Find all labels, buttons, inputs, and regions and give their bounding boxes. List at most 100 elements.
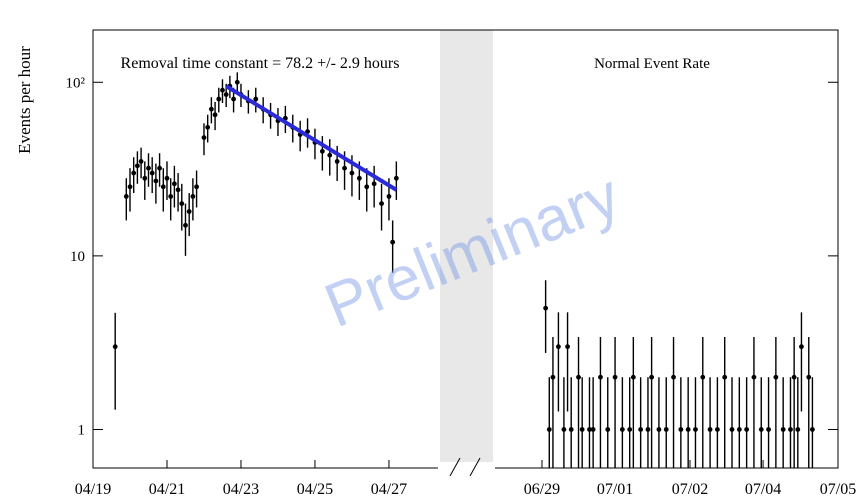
point: [678, 427, 684, 432]
point: [744, 427, 750, 432]
point: [208, 106, 214, 112]
point: [556, 344, 561, 350]
point: [342, 165, 347, 171]
point: [791, 374, 797, 380]
point: [546, 427, 552, 432]
point: [190, 194, 196, 199]
point: [386, 194, 392, 199]
point: [806, 374, 812, 380]
point: [605, 427, 611, 432]
point: [729, 427, 735, 432]
y-tick-label: 1: [78, 422, 86, 438]
point: [142, 175, 148, 181]
point: [127, 184, 133, 190]
point: [123, 194, 129, 199]
annotation: Normal Event Rate: [594, 56, 710, 72]
gap: [440, 30, 493, 468]
plots: [112, 72, 815, 468]
point: [590, 427, 596, 432]
point: [722, 374, 728, 380]
point: [212, 112, 218, 118]
point: [216, 96, 222, 102]
point: [371, 181, 377, 187]
point: [810, 427, 815, 432]
point: [568, 427, 574, 432]
point: [334, 159, 340, 164]
point: [179, 201, 185, 207]
point: [134, 163, 140, 169]
x-tick-label: 04/25: [297, 481, 333, 498]
point: [220, 87, 225, 93]
point: [700, 374, 706, 380]
point: [349, 170, 355, 176]
point: [112, 344, 118, 350]
point: [799, 344, 804, 350]
point: [638, 427, 644, 432]
point: [364, 184, 370, 190]
point: [587, 427, 592, 432]
point: [319, 148, 325, 154]
point: [579, 427, 585, 432]
series: [112, 72, 399, 410]
point: [131, 170, 137, 176]
point: [183, 222, 188, 228]
point: [714, 427, 720, 432]
y-tick-label: 10: [70, 249, 85, 265]
point: [356, 175, 362, 181]
x-tick-label: 07/04: [745, 481, 781, 498]
point: [565, 344, 570, 350]
point: [612, 374, 618, 380]
point: [550, 374, 556, 380]
point: [393, 175, 399, 181]
point: [164, 175, 170, 181]
point: [576, 374, 581, 380]
x-tick-label: 06/29: [524, 481, 560, 498]
point: [223, 92, 229, 97]
break-mark: [449, 457, 461, 477]
x-tick-label: 07/02: [672, 481, 708, 498]
point: [149, 170, 155, 176]
point: [795, 427, 801, 432]
point: [656, 427, 662, 432]
x-tick-label: 07/05: [820, 481, 856, 498]
point: [201, 135, 207, 141]
point: [663, 427, 669, 432]
point: [327, 152, 333, 158]
point: [685, 427, 691, 432]
point: [160, 184, 166, 190]
point: [649, 374, 655, 380]
annotation: Removal time constant = 78.2 +/- 2.9 hou…: [121, 55, 400, 72]
point: [231, 96, 236, 102]
point: [194, 184, 199, 190]
point: [780, 427, 786, 432]
point: [234, 79, 240, 85]
point: [758, 427, 764, 432]
point: [630, 374, 636, 380]
break-cover: [438, 462, 495, 474]
x-tick-label: 07/01: [597, 481, 633, 498]
point: [175, 187, 181, 193]
x-tick-label: 04/21: [149, 481, 185, 498]
x-tick-label: 04/19: [75, 481, 111, 498]
point: [171, 181, 177, 187]
point: [205, 124, 211, 130]
fit-line: [225, 84, 398, 192]
point: [543, 305, 549, 311]
point: [645, 427, 651, 432]
point: [146, 165, 151, 171]
point: [671, 374, 676, 380]
point: [773, 374, 779, 380]
break-mark: [469, 457, 481, 477]
point: [168, 194, 174, 199]
point: [138, 159, 144, 164]
y-tick-label: 10²: [66, 75, 86, 91]
point: [619, 427, 625, 432]
point: [598, 374, 603, 380]
point: [693, 427, 698, 432]
y-axis-label: Events per hour: [15, 46, 34, 154]
point: [390, 239, 396, 245]
x-tick-label: 04/27: [371, 481, 407, 498]
point: [788, 427, 793, 432]
series: [543, 280, 815, 468]
